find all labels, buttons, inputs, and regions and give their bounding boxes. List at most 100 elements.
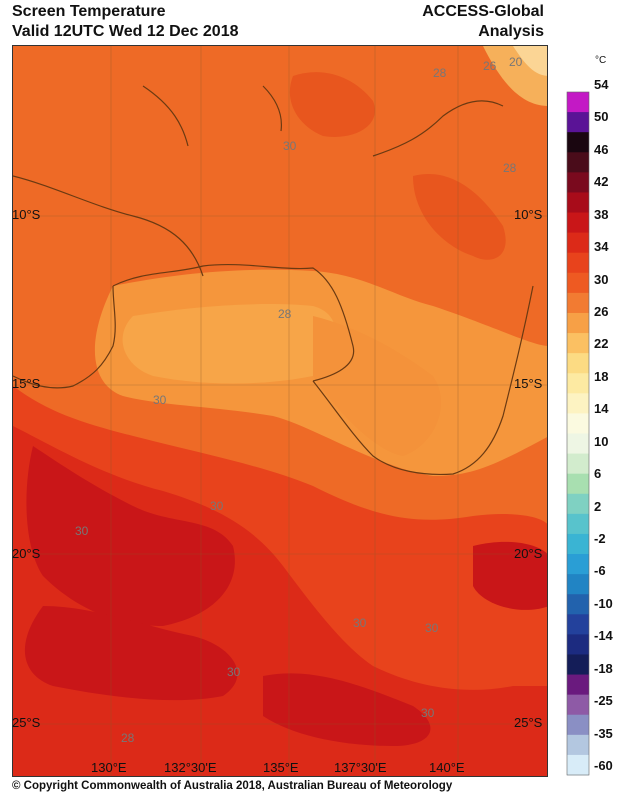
legend-label: 14 (594, 401, 609, 417)
legend-label: 46 (594, 141, 609, 157)
model-name: ACCESS-Global (422, 3, 544, 20)
contour-label: 30 (153, 393, 167, 407)
contour-label: 28 (433, 66, 447, 80)
legend-swatch (567, 574, 589, 595)
legend-swatch (567, 312, 589, 334)
legend-label: -35 (594, 725, 613, 741)
legend-label: -14 (594, 628, 613, 644)
legend-swatch (567, 152, 589, 173)
hottest-zone-southwest (24, 606, 238, 701)
lon-tick-bottom-140: 140°E (429, 760, 465, 775)
lat-tick-right-10s: 10°S (514, 207, 543, 222)
legend-swatch (567, 513, 589, 535)
contour-label: 30 (210, 499, 224, 513)
legend-swatch (567, 754, 589, 776)
hottest-zone-west (26, 446, 235, 626)
legend-swatch (567, 694, 589, 716)
legend-swatch (567, 634, 589, 655)
legend-label: 10 (594, 433, 609, 449)
lat-tick-left-15s: 15°S (12, 376, 41, 391)
legend-unit: °C (595, 55, 607, 66)
legend-swatch (567, 594, 589, 615)
warm-blob-north (289, 72, 375, 137)
legend-label: 42 (594, 174, 609, 190)
legend-swatch (567, 654, 589, 676)
legend-swatch (567, 172, 589, 193)
contour-label: 28 (503, 161, 517, 175)
land-cool-zone (122, 304, 336, 384)
legend-label: -2 (594, 531, 606, 546)
legend-swatch (567, 252, 589, 274)
lat-tick-left-25s: 25°S (12, 715, 41, 730)
legend-swatch (567, 92, 589, 113)
contour-label: 30 (227, 665, 241, 679)
contour-label: 20 (509, 55, 523, 69)
legend-label: -6 (594, 563, 606, 579)
legend-swatch (567, 353, 589, 374)
legend-label: 18 (594, 368, 609, 384)
legend-label: 50 (594, 109, 609, 125)
legend-label: 54 (594, 77, 609, 92)
coastline (13, 85, 534, 475)
legend-swatch (567, 232, 589, 254)
copyright-text: © Copyright Commonwealth of Australia 20… (12, 780, 453, 792)
lat-tick-right-20s: 20°S (514, 546, 543, 561)
legend-swatch (567, 112, 589, 133)
legend-label: -10 (594, 595, 613, 611)
temperature-map: 20 26 28 30 28 30 28 30 30 30 30 30 28 3… (12, 45, 548, 777)
legend-swatch (567, 714, 589, 736)
legend-label: 26 (594, 304, 609, 319)
legend-swatch (567, 674, 589, 696)
legend-label: -18 (594, 660, 613, 676)
contour-label: 26 (483, 59, 497, 73)
legend-swatch (567, 493, 589, 515)
contour-label: 30 (421, 706, 435, 720)
legend-label: 22 (594, 336, 609, 352)
legend-swatch (567, 333, 589, 354)
legend-label: 34 (594, 239, 609, 255)
lon-tick-bottom-137-30: 137°30'E (334, 760, 387, 775)
legend-swatch (567, 533, 589, 555)
map-canvas (13, 46, 547, 776)
lon-tick-bottom-132-30: 132°30'E (164, 760, 217, 775)
model-analysis: Analysis (478, 23, 544, 40)
legend-label: -60 (594, 758, 613, 773)
legend-border (566, 91, 590, 776)
lat-tick-right-15s: 15°S (514, 376, 543, 391)
hottest-zone-south (263, 673, 431, 746)
legend-label: 6 (594, 466, 602, 482)
legend-swatch (567, 272, 589, 294)
legend-label: 38 (594, 206, 609, 222)
lat-tick-left-10s: 10°S (12, 207, 41, 222)
contour-label: 30 (283, 139, 297, 153)
valid-time: Valid 12UTC Wed 12 Dec 2018 (12, 23, 239, 40)
contour-label: 30 (75, 524, 89, 538)
legend-swatch (567, 393, 589, 414)
contour-label: 30 (353, 616, 367, 630)
warm-blob-sea (413, 174, 506, 260)
legend-swatch (567, 614, 589, 635)
contour-label: 28 (278, 307, 292, 321)
hottest-zone-east (473, 541, 547, 610)
legend-swatch (567, 192, 589, 214)
legend-swatch (567, 373, 589, 394)
legend-swatch (567, 132, 589, 153)
graticule (13, 46, 547, 776)
cape-york-zone (313, 316, 442, 456)
legend-swatch (567, 413, 589, 434)
legend-swatch (567, 734, 589, 756)
map-title: Screen Temperature (12, 3, 166, 20)
lon-tick-bottom-130: 130°E (91, 760, 127, 775)
lon-tick-bottom-135: 135°E (263, 760, 299, 775)
legend-label: 2 (594, 498, 602, 514)
legend-swatch (567, 453, 589, 475)
legend-label: -25 (594, 693, 613, 709)
legend-label: 30 (594, 271, 609, 287)
color-legend (566, 91, 590, 776)
legend-swatch (567, 473, 589, 495)
legend-swatch (567, 554, 589, 575)
legend-swatch (567, 212, 589, 234)
cooler-corner-ne (513, 46, 547, 76)
legend-swatch (567, 433, 589, 455)
contour-label: 30 (425, 621, 439, 635)
